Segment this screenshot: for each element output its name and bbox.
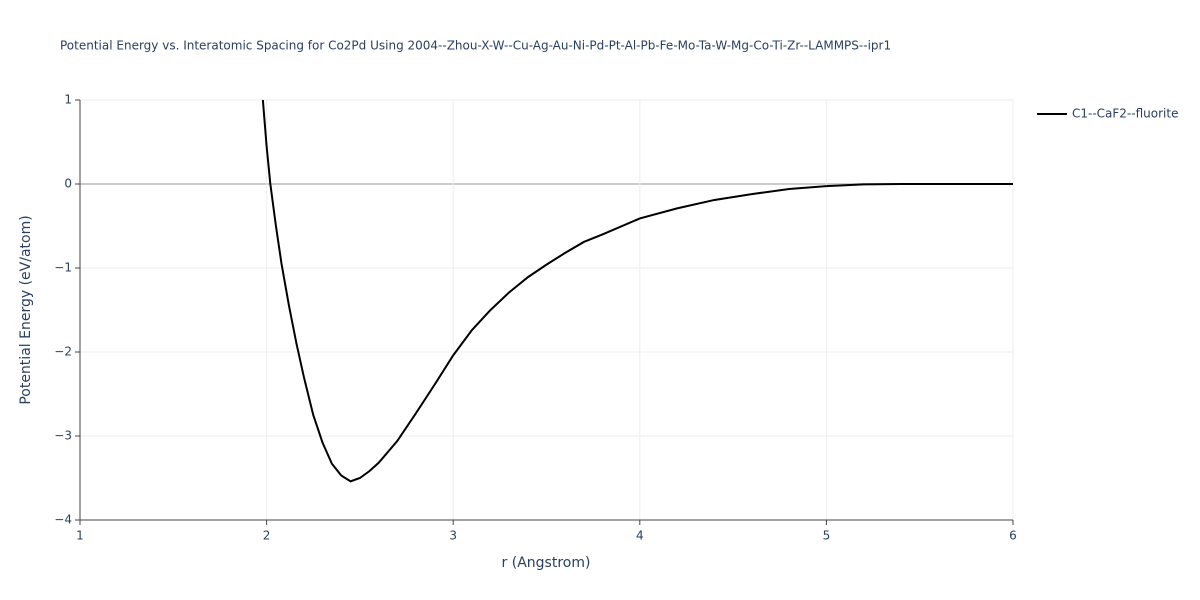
x-tick-label: 5 xyxy=(823,529,831,543)
x-tick-label: 4 xyxy=(636,529,644,543)
y-tick-label: 1 xyxy=(64,93,72,107)
x-tick-label: 1 xyxy=(76,529,84,543)
chart-title: Potential Energy vs. Interatomic Spacing… xyxy=(60,39,891,53)
x-tick-label: 2 xyxy=(263,529,271,543)
legend-label: C1--CaF2--fluorite xyxy=(1072,107,1178,121)
x-tick-label: 3 xyxy=(449,529,457,543)
y-tick-label: −3 xyxy=(54,429,72,443)
y-tick-label: −1 xyxy=(54,261,72,275)
y-tick-label: −2 xyxy=(54,345,72,359)
y-tick-label: −4 xyxy=(54,513,72,527)
x-axis-title: r (Angstrom) xyxy=(502,555,591,571)
data-line xyxy=(261,99,1013,483)
y-tick-label: 0 xyxy=(64,177,72,191)
y-axis-title: Potential Energy (eV/atom) xyxy=(18,215,34,404)
x-tick-label: 6 xyxy=(1009,529,1017,543)
